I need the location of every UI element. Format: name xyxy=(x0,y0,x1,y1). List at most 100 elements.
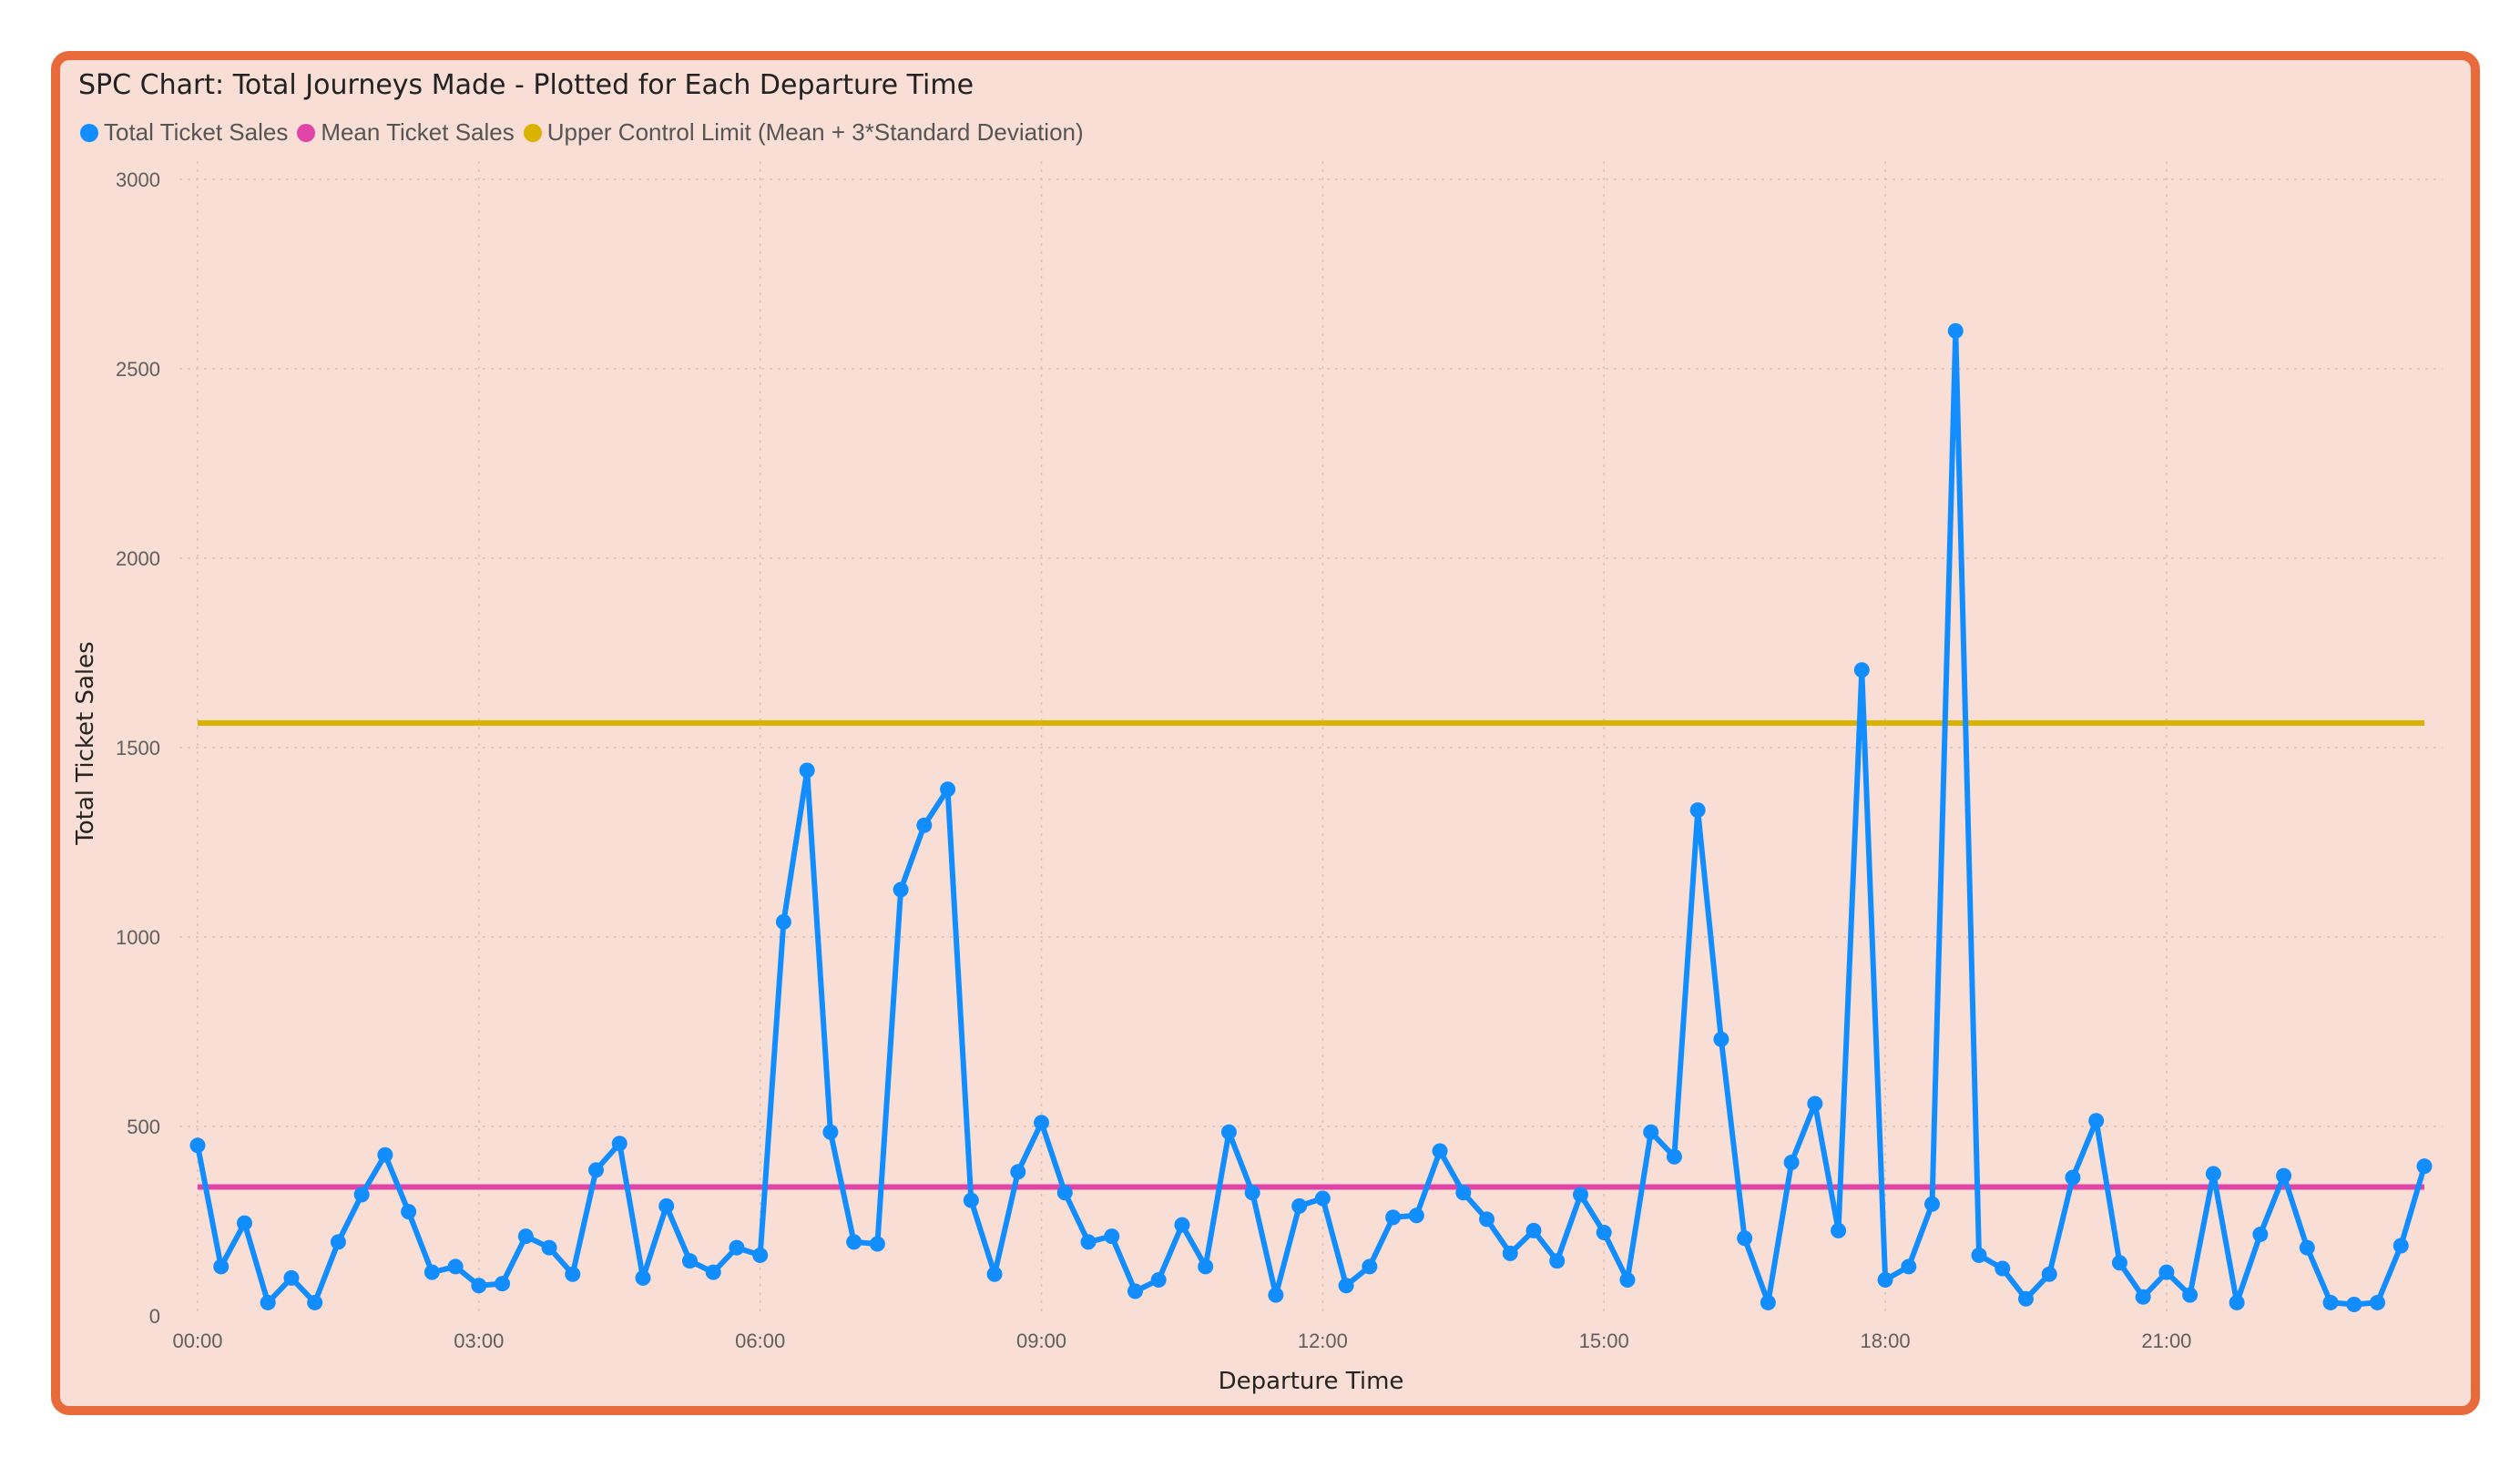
total-ticket-sales-point[interactable] xyxy=(1080,1234,1097,1250)
total-ticket-sales-point[interactable] xyxy=(822,1124,839,1140)
total-ticket-sales-point[interactable] xyxy=(2299,1239,2315,1256)
legend-item-mean-ticket-sales[interactable]: Mean Ticket Sales xyxy=(297,118,515,147)
total-ticket-sales-point[interactable] xyxy=(1056,1185,1073,1201)
total-ticket-sales-point[interactable] xyxy=(189,1137,206,1154)
total-ticket-sales-point[interactable] xyxy=(2416,1158,2433,1175)
total-ticket-sales-point[interactable] xyxy=(2135,1289,2151,1305)
total-ticket-sales-point[interactable] xyxy=(775,913,791,930)
total-ticket-sales-point[interactable] xyxy=(1853,662,1870,678)
total-ticket-sales-point[interactable] xyxy=(307,1294,323,1310)
total-ticket-sales-point[interactable] xyxy=(1432,1143,1448,1159)
total-ticket-sales-point[interactable] xyxy=(2322,1294,2339,1310)
total-ticket-sales-point[interactable] xyxy=(1831,1222,1847,1238)
total-ticket-sales-point[interactable] xyxy=(1971,1247,1987,1263)
legend-item-total-ticket-sales[interactable]: Total Ticket Sales xyxy=(80,118,288,147)
total-ticket-sales-point[interactable] xyxy=(611,1136,627,1152)
total-ticket-sales-point[interactable] xyxy=(330,1234,346,1250)
total-ticket-sales-point[interactable] xyxy=(1572,1187,1588,1203)
total-ticket-sales-point[interactable] xyxy=(1104,1228,1120,1245)
total-ticket-sales-point[interactable] xyxy=(2276,1167,2292,1184)
total-ticket-sales-point[interactable] xyxy=(1268,1287,1284,1303)
total-ticket-sales-point[interactable] xyxy=(1619,1271,1636,1288)
total-ticket-sales-point[interactable] xyxy=(2111,1255,2127,1271)
total-ticket-sales-point[interactable] xyxy=(1947,322,1964,339)
total-ticket-sales-point[interactable] xyxy=(1479,1211,1495,1228)
total-ticket-sales-point[interactable] xyxy=(2252,1227,2269,1243)
total-ticket-sales-point[interactable] xyxy=(729,1239,745,1256)
total-ticket-sales-point[interactable] xyxy=(1244,1185,1260,1201)
total-ticket-sales-point[interactable] xyxy=(1150,1271,1167,1288)
total-ticket-sales-point[interactable] xyxy=(1127,1283,1143,1299)
total-ticket-sales-point[interactable] xyxy=(1713,1031,1729,1047)
total-ticket-sales-point[interactable] xyxy=(377,1146,393,1163)
total-ticket-sales-point[interactable] xyxy=(213,1258,230,1275)
total-ticket-sales-point[interactable] xyxy=(1643,1124,1659,1140)
total-ticket-sales-point[interactable] xyxy=(423,1264,440,1280)
total-ticket-sales-point[interactable] xyxy=(681,1253,698,1269)
total-ticket-sales-point[interactable] xyxy=(986,1266,1003,1282)
total-ticket-sales-point[interactable] xyxy=(401,1204,417,1220)
total-ticket-sales-point[interactable] xyxy=(1362,1258,1378,1275)
total-ticket-sales-point[interactable] xyxy=(353,1187,370,1203)
total-ticket-sales-point[interactable] xyxy=(495,1276,511,1292)
total-ticket-sales-point[interactable] xyxy=(1010,1164,1026,1180)
total-ticket-sales-point[interactable] xyxy=(1924,1196,1941,1212)
total-ticket-sales-point[interactable] xyxy=(2392,1238,2409,1254)
total-ticket-sales-point[interactable] xyxy=(1198,1258,1214,1275)
total-ticket-sales-point[interactable] xyxy=(799,762,815,779)
legend-marker-mean-ticket-sales xyxy=(297,123,316,142)
total-ticket-sales-point[interactable] xyxy=(1502,1245,1518,1261)
total-ticket-sales-point[interactable] xyxy=(1877,1271,1893,1288)
total-ticket-sales-point[interactable] xyxy=(893,881,909,898)
total-ticket-sales-point[interactable] xyxy=(471,1278,487,1294)
total-ticket-sales-point[interactable] xyxy=(1760,1294,1776,1310)
total-ticket-sales-point[interactable] xyxy=(2205,1166,2221,1182)
total-ticket-sales-point[interactable] xyxy=(2229,1294,2245,1310)
total-ticket-sales-point[interactable] xyxy=(705,1264,721,1280)
total-ticket-sales-point[interactable] xyxy=(1525,1222,1542,1238)
total-ticket-sales-point[interactable] xyxy=(2065,1169,2081,1186)
total-ticket-sales-point[interactable] xyxy=(1034,1115,1050,1131)
total-ticket-sales-point[interactable] xyxy=(2017,1290,2034,1307)
total-ticket-sales-point[interactable] xyxy=(635,1269,651,1286)
total-ticket-sales-point[interactable] xyxy=(1783,1155,1800,1171)
total-ticket-sales-point[interactable] xyxy=(1174,1217,1190,1233)
total-ticket-sales-point[interactable] xyxy=(2346,1297,2362,1313)
total-ticket-sales-point[interactable] xyxy=(1408,1207,1424,1224)
total-ticket-sales-point[interactable] xyxy=(2182,1287,2199,1303)
total-ticket-sales-point[interactable] xyxy=(1666,1148,1682,1165)
legend-item-upper-control-limit[interactable]: Upper Control Limit (Mean + 3*Standard D… xyxy=(523,118,1084,147)
total-ticket-sales-point[interactable] xyxy=(1689,802,1706,819)
total-ticket-sales-point[interactable] xyxy=(1995,1260,2011,1277)
total-ticket-sales-point[interactable] xyxy=(541,1239,557,1256)
total-ticket-sales-point[interactable] xyxy=(658,1197,675,1214)
total-ticket-sales-point[interactable] xyxy=(1901,1258,1917,1275)
total-ticket-sales-point[interactable] xyxy=(1549,1253,1566,1269)
total-ticket-sales-point[interactable] xyxy=(846,1234,862,1250)
total-ticket-sales-point[interactable] xyxy=(1338,1278,1354,1294)
total-ticket-sales-point[interactable] xyxy=(963,1192,979,1208)
total-ticket-sales-point[interactable] xyxy=(940,781,956,798)
total-ticket-sales-point[interactable] xyxy=(1385,1209,1402,1226)
total-ticket-sales-point[interactable] xyxy=(2041,1266,2057,1282)
total-ticket-sales-point[interactable] xyxy=(1596,1224,1612,1240)
total-ticket-sales-point[interactable] xyxy=(517,1228,534,1245)
total-ticket-sales-point[interactable] xyxy=(1807,1095,1823,1112)
total-ticket-sales-point[interactable] xyxy=(260,1294,276,1310)
total-ticket-sales-point[interactable] xyxy=(869,1236,885,1252)
total-ticket-sales-point[interactable] xyxy=(283,1269,300,1286)
total-ticket-sales-point[interactable] xyxy=(565,1266,581,1282)
total-ticket-sales-point[interactable] xyxy=(1220,1124,1237,1140)
total-ticket-sales-point[interactable] xyxy=(1291,1197,1308,1214)
total-ticket-sales-point[interactable] xyxy=(2088,1113,2105,1129)
total-ticket-sales-point[interactable] xyxy=(447,1258,464,1275)
total-ticket-sales-point[interactable] xyxy=(752,1247,769,1263)
total-ticket-sales-point[interactable] xyxy=(1455,1185,1472,1201)
total-ticket-sales-point[interactable] xyxy=(916,817,933,833)
total-ticket-sales-point[interactable] xyxy=(2370,1294,2386,1310)
total-ticket-sales-point[interactable] xyxy=(2158,1264,2175,1280)
total-ticket-sales-point[interactable] xyxy=(588,1162,605,1178)
total-ticket-sales-point[interactable] xyxy=(1737,1230,1753,1247)
total-ticket-sales-point[interactable] xyxy=(1314,1190,1331,1207)
total-ticket-sales-point[interactable] xyxy=(236,1215,252,1231)
